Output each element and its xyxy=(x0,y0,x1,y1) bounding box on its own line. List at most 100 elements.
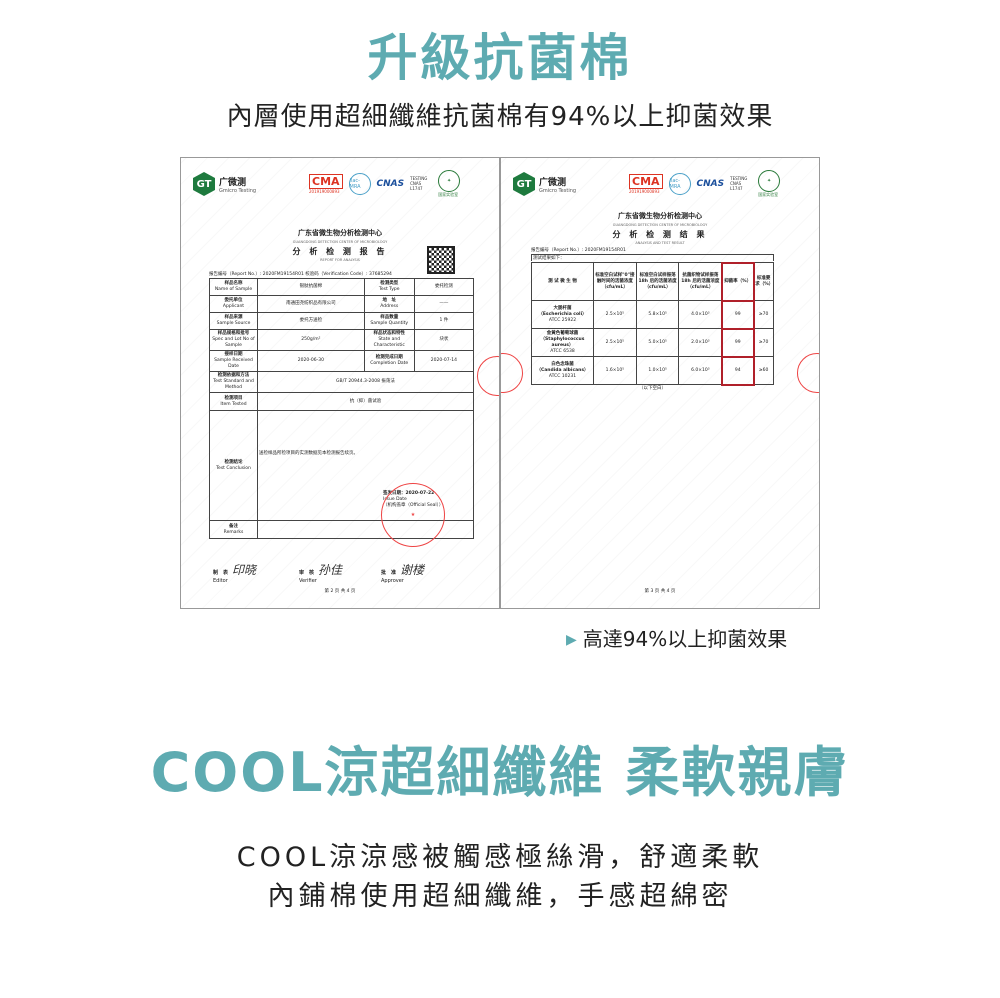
table-cell: 检测完成日期 xyxy=(375,355,403,360)
table-cell: 检测依据和方法 Test Standard and Method xyxy=(209,371,258,393)
inhibition-rate: 99 xyxy=(720,327,755,358)
table-cell: 抗菌织物试样振荡 18h 后的活菌浓度（cfu/mL） xyxy=(681,272,720,290)
table-cell: 抗菌织物试样振荡 18h 后的活菌浓度（cfu/mL） xyxy=(678,262,723,301)
table-cell: 标准空白试样振荡 18h 后的活菌浓度（cfu/mL） xyxy=(635,262,680,301)
inhibition-rate: 94 xyxy=(720,355,755,386)
logo-en: Gmicro Testing xyxy=(539,187,577,194)
table-cell: 2.5×10⁵ xyxy=(593,300,637,329)
gmicro-logo: GT 广微测 Gmicro Testing xyxy=(513,172,576,196)
conclusion-text: 送检样品所检项目的实测数据见本检测报告续页。 xyxy=(259,451,358,456)
table-cell: 委托单位 xyxy=(224,298,243,303)
report-title-en: REPORT FOR ANALYSIS xyxy=(320,258,360,262)
table-cell: 检测依据和方法 xyxy=(217,373,250,378)
table-cell: 标准要求（%） xyxy=(755,275,774,287)
table-cell: 样品数量 xyxy=(380,315,399,320)
result-title-en: ANALYSIS AND TEST RESULT xyxy=(635,241,685,245)
results-label: 测试结果如下： xyxy=(531,254,774,261)
page-number: 第 2 页 共 4 页 xyxy=(324,589,356,594)
ilac-icon: ilac-MRA xyxy=(668,172,691,195)
table-cell: 1.0×10⁵ xyxy=(635,356,680,385)
table-cell: —— xyxy=(413,295,475,313)
report-number: 报告编号（Report No.）: 2020FM19154R01 xyxy=(531,248,626,253)
table-cell: 块状 xyxy=(413,329,475,351)
gmicro-logo: GT 广微测 Gmicro Testing xyxy=(193,172,256,196)
table-cell: 样品状态和特性 xyxy=(373,331,405,336)
page-number: 第 3 页 共 4 页 xyxy=(644,589,676,594)
table-cell: 样品名称 Name of Sample xyxy=(209,278,258,296)
cma-number: 201919000893 xyxy=(629,188,660,194)
item-value: 抗（抑）菌试验 xyxy=(257,392,474,411)
table-cell: ≥70 xyxy=(753,328,774,357)
table-cell: 检测类型 Test Type xyxy=(363,278,415,296)
table-cell: 样品来源 xyxy=(224,315,243,320)
editor-signature: 制 表印晓 Editor xyxy=(213,563,257,584)
table-cell: 2.5×10⁵ xyxy=(593,328,637,357)
info-row: 样品名称 Name of Sample 银肽抗菌棉 检测类型 Test Type 委托检测 xyxy=(209,278,475,296)
highlight-note: ▶ 高達94%以上抑菌效果 xyxy=(566,623,787,652)
qr-code xyxy=(427,246,455,274)
table-cell: 6.0×10³ xyxy=(678,356,723,385)
seam-seal-right xyxy=(797,353,819,393)
table-cell: 备注 Remarks xyxy=(209,520,258,539)
table-cell: 样品规格和批号 xyxy=(217,331,250,336)
cma-icon: CMA xyxy=(629,173,663,189)
table-cell: 样品数量 Sample Quantity xyxy=(363,312,415,330)
description-line-1: COOL涼涼感被觸感極絲滑，舒適柔軟 xyxy=(236,842,764,873)
logo-name: 广微测 xyxy=(539,177,567,188)
results-row: 大肠杆菌 （Escherichia coli） ATCC 25922 2.5×10⁵ 5… xyxy=(531,299,774,330)
table-cell: 样品状态和特性 State and Characteristic xyxy=(363,329,415,351)
table-cell: 金黄色葡萄球菌 xyxy=(546,330,579,336)
result-title: 分 析 检 测 结 果 xyxy=(612,230,708,239)
inhibition-rate: 99 xyxy=(720,299,755,330)
table-cell: 标准要求（%） xyxy=(753,262,774,301)
table-cell: 委托单位 Applicant xyxy=(209,295,258,313)
table-cell: 1.6×10⁵ xyxy=(593,356,637,385)
table-cell: Item Tested xyxy=(220,401,247,407)
table-cell: Sample Source xyxy=(216,321,251,326)
lab-label: 国家实验室 xyxy=(758,192,779,197)
info-row: 接样日期 Sample Received Date 2020-06-30 检测完成日期… xyxy=(209,350,475,372)
center-en: GUANGDONG DETECTION CENTER OF MICROBIOLO… xyxy=(292,240,388,244)
table-cell: 250g/m² xyxy=(257,329,365,351)
approver-signature: 批 准谢楼 Approver xyxy=(381,563,425,584)
table-cell: 备注 xyxy=(229,523,238,529)
table-cell: （Escherichia coli） xyxy=(538,311,587,317)
table-cell: Name of Sample xyxy=(214,287,253,292)
section-title: COOL涼超細纖維 柔軟親膚 xyxy=(150,741,850,804)
table-cell: 地 址 Address xyxy=(363,295,415,313)
info-row: 样品来源 Sample Source 委托方送检 样品数量 Sample Quantit… xyxy=(209,312,475,330)
cnas-icon: CNAS xyxy=(376,178,405,189)
table-cell: Sample Received Date xyxy=(214,358,253,369)
table-cell: Spec and Lot No of Sample xyxy=(212,337,255,348)
test-report-page-3: GT 广微测 Gmicro Testing CMA 201919000893 ila… xyxy=(500,157,820,609)
table-cell: 银肽抗菌棉 xyxy=(257,278,365,296)
cnas-text: TESTING CNAS L1747 xyxy=(730,176,748,191)
seam-seal xyxy=(477,356,499,396)
table-cell: 1 件 xyxy=(413,312,475,330)
triangle-right-icon: ▶ xyxy=(566,632,577,648)
table-cell: 样品名称 xyxy=(224,281,243,286)
table-cell: 检测完成日期 Completion Date xyxy=(363,350,415,372)
cnas-text: TESTING CNAS L1747 xyxy=(410,176,428,191)
results-header-row: 测 试 微 生 物 标准空白试样"0"接触时间的活菌浓度（cfu/mL） 标准空白试… xyxy=(531,261,774,302)
table-cell: 标准空白试样振荡 18h 后的活菌浓度（cfu/mL） xyxy=(638,272,677,290)
cert-logos: CMA 201919000893 ilac-MRA CNAS TESTING CN… xyxy=(629,170,781,197)
report-title: 分 析 检 测 报 告 xyxy=(292,247,388,256)
info-row: 样品规格和批号 Spec and Lot No of Sample 250g/m² 样… xyxy=(209,329,475,351)
table-cell: 检测项目 Item Tested 抗（抑）菌试验 xyxy=(209,392,474,411)
results-table: 测 试 微 生 物 标准空白试样"0"接触时间的活菌浓度（cfu/mL） 标准空白试… xyxy=(531,261,774,393)
cnas-icon: CNAS xyxy=(696,178,725,189)
gt-logo-icon: GT xyxy=(513,172,535,196)
table-cell: 大肠杆菌 xyxy=(553,305,572,311)
table-cell: 测 试 微 生 物 xyxy=(548,278,577,284)
table-cell: 抑菌率（%） xyxy=(720,261,755,302)
table-cell: 检测项目 Item Tested xyxy=(209,392,258,411)
center-en: GUANGDONG DETECTION CENTER OF MICROBIOLO… xyxy=(612,223,708,227)
table-cell: ATCC 10231 xyxy=(548,373,577,379)
cert-logos: CMA 201919000893 ilac-MRA CNAS TESTING CN… xyxy=(309,170,461,197)
table-cell: ATCC 25922 xyxy=(548,317,577,323)
method-value: GB/T 20944.3-2008 振荡法 xyxy=(257,371,474,393)
table-cell: 委托检测 xyxy=(413,278,475,296)
table-cell: 标准空白试样"0"接触时间的活菌浓度（cfu/mL） xyxy=(595,272,635,290)
table-cell: 接样日期 xyxy=(224,352,243,357)
